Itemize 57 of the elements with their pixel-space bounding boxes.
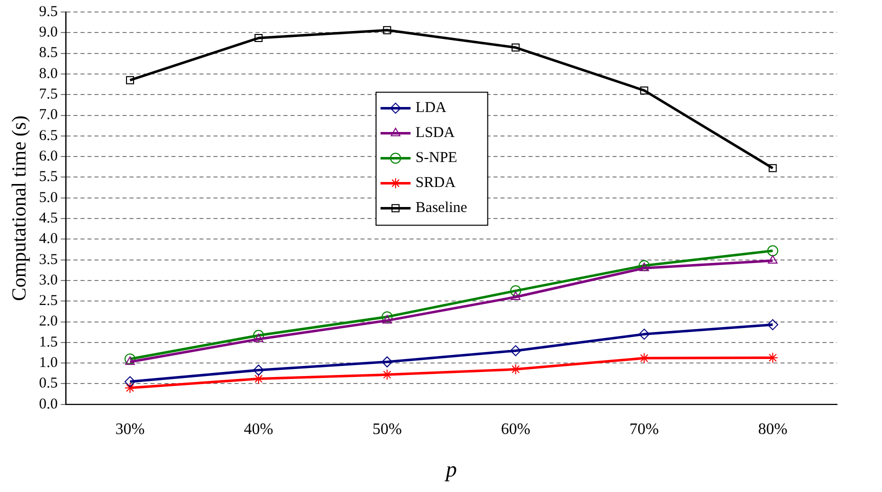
point	[768, 255, 778, 264]
y-tick-label: 8.0	[39, 66, 58, 82]
legend-label: LSDA	[416, 125, 455, 142]
y-tick-label: 2.5	[39, 293, 58, 310]
y-tick-label: 7.0	[39, 107, 58, 124]
point	[510, 285, 522, 296]
y-tick-label: 4.5	[39, 210, 58, 226]
x-tick-label: 50%	[372, 421, 402, 438]
point	[126, 76, 134, 84]
x-tick-label: 30%	[115, 421, 145, 438]
x-tick-label: 70%	[630, 421, 659, 438]
x-axis-title: p	[444, 456, 457, 482]
x-tick-label: 40%	[244, 421, 274, 438]
point	[510, 292, 520, 300]
x-tick-label: 60%	[500, 421, 530, 438]
point	[125, 356, 135, 365]
legend-label: S-NPE	[416, 150, 458, 166]
y-tick-label: 8.5	[39, 45, 58, 62]
point	[512, 43, 520, 52]
y-tick-label: 3.0	[39, 272, 58, 288]
x-tick-label: 80%	[758, 421, 788, 438]
y-tick-label: 1.5	[39, 334, 58, 350]
point	[254, 34, 263, 42]
point	[767, 352, 778, 364]
legend-label: LDA	[416, 100, 447, 116]
legend-label: SRDA	[416, 175, 456, 192]
point	[254, 334, 264, 342]
point	[767, 319, 778, 330]
y-tick-label: 7.5	[39, 86, 58, 103]
point	[383, 26, 392, 34]
point	[253, 364, 264, 376]
point	[124, 353, 136, 364]
y-tick-label: 5.0	[39, 190, 58, 206]
y-tick-label: 2.0	[39, 314, 58, 330]
y-tick-label: 6.5	[39, 128, 58, 144]
y-tick-label: 1.0	[39, 355, 58, 372]
y-tick-label: 9.0	[39, 24, 58, 41]
y-tick-label: 9.5	[39, 4, 58, 20]
point	[124, 376, 136, 388]
point	[640, 86, 648, 95]
y-axis-title: Computational time (s)	[8, 115, 30, 301]
legend-label: Baseline	[416, 200, 468, 216]
point	[767, 245, 778, 256]
y-tick-label: 6.0	[39, 148, 58, 165]
point	[510, 345, 522, 356]
point	[382, 356, 393, 368]
point	[253, 330, 264, 341]
point	[638, 328, 650, 340]
point	[639, 262, 650, 272]
point	[768, 164, 777, 172]
point	[382, 315, 392, 324]
y-tick-label: 3.5	[39, 252, 58, 268]
y-tick-label: 4.0	[39, 231, 58, 248]
point	[382, 311, 393, 322]
y-tick-label: 5.5	[39, 169, 58, 186]
y-tick-label: 0.5	[39, 376, 58, 392]
y-tick-label: 0.0	[39, 396, 58, 412]
